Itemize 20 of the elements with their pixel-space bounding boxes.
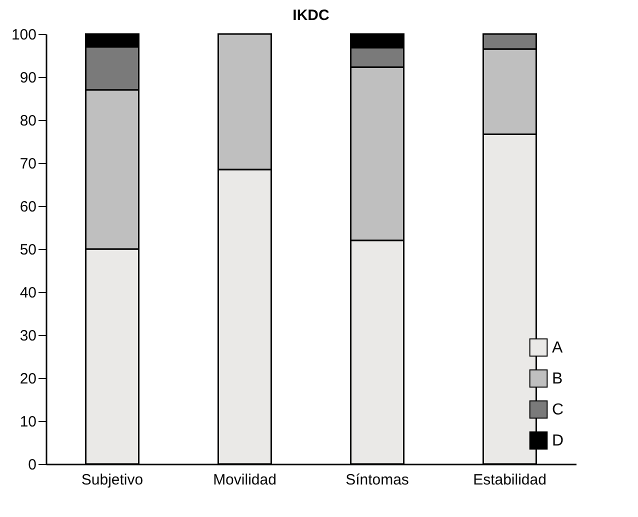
y-tick-label: 60 [20,198,36,216]
x-tick-label: Estabilidad [473,472,546,488]
y-tick-label: 50 [20,242,36,258]
y-tick-label: 90 [20,70,36,86]
y-tick-label: 70 [20,156,36,172]
x-tick-label: Subjetivo [81,472,144,488]
y-tick-label: 30 [20,328,36,344]
y-tick-label: 0 [28,456,36,474]
y-tick-label: 100 [11,26,36,44]
x-tick-label: Síntomas [346,472,409,488]
y-tick-label: 80 [20,112,36,130]
x-tick-label: Movilidad [213,472,276,488]
legend-label: D [552,432,564,450]
legend-label: B [552,370,563,388]
y-tick-label: 10 [20,414,36,430]
legend-label: C [552,402,564,418]
legend-label: A [552,340,563,356]
y-tick-label: 20 [20,370,36,388]
y-tick-label: 40 [20,284,36,302]
chart-title: IKDC [292,7,330,24]
